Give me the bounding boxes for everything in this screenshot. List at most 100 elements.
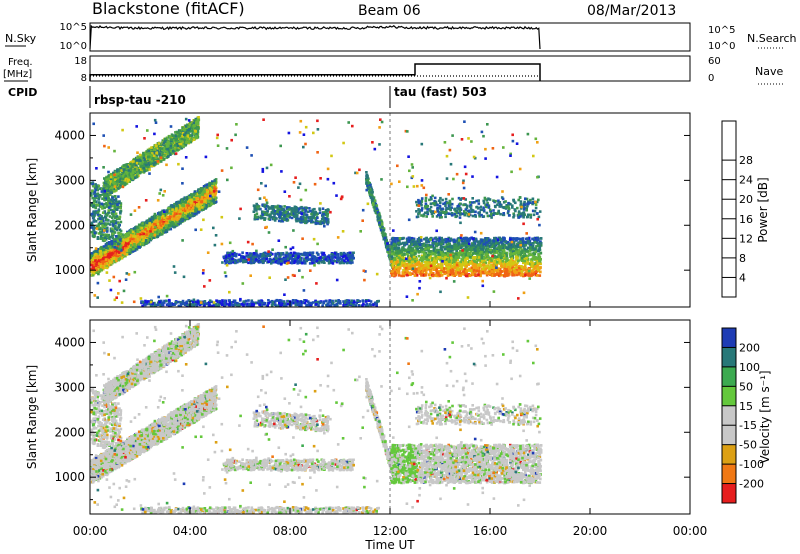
power-echo-cell [159,213,162,216]
power-echo-cell [168,216,171,219]
power-echo-cell [145,239,148,242]
power-echo-cell [103,195,106,198]
power-echo-cell [285,210,288,213]
power-echo-cell [116,229,119,232]
power-echo-cell [189,134,192,137]
freq-tick-right-top: 60 [708,56,721,67]
power-echo-cell [126,172,129,175]
power-echo-cell [111,233,114,236]
power-echo-cell [210,183,213,186]
power-echo-cell [96,204,99,207]
power-echo-cell [168,224,171,227]
power-echo-cell [136,248,139,251]
power-echo-cell [306,220,309,223]
power-echo-cell [118,243,121,246]
power-echo-cell [123,164,126,167]
power-echo-cell [114,231,117,234]
power-echo-cell [126,240,129,243]
power-echo-cell [115,200,118,203]
power-echo-cell [273,212,276,215]
power-echo-cell [196,121,199,124]
power-echo-cell [116,170,119,173]
power-echo-cell [135,238,138,241]
power-echo-cell [282,213,285,216]
power-echo-cell [129,238,132,241]
power-echo-cell [137,243,140,246]
power-echo-cell [281,217,284,220]
noise-strip: 10^5 10^0 10^5 10^0 [60,22,736,52]
power-echo-cell [95,220,98,223]
power-echo-cell [160,233,163,236]
power-echo-cell [302,216,305,219]
power-echo-cell [193,198,196,201]
power-echo-cell [310,213,313,216]
power-echo-cell [132,160,135,163]
power-echo-cell [192,207,195,210]
power-echo-cell [263,211,266,214]
power-echo-cell [205,184,208,187]
power-echo-cell [291,207,294,210]
power-echo-cell [92,272,95,275]
power-echo-cell [141,222,144,225]
power-echo-cell [165,222,168,225]
power-echo-cell [149,222,152,225]
power-echo-cell [90,226,93,229]
power-echo-cell [268,218,271,221]
power-echo-cell [93,235,96,238]
power-echo-cell [179,130,182,133]
power-echo-cell [115,258,118,261]
power-echo-cell [158,226,161,229]
power-echo-cell [166,216,169,219]
power-echo-cell [132,231,135,234]
power-echo-cell [213,186,216,189]
power-echo-cell [90,255,93,258]
power-echo-cell [110,240,113,243]
power-echo-cell [140,165,143,168]
power-echo-cell [111,242,114,245]
power-echo-cell [276,210,279,213]
power-echo-cell [322,207,325,210]
power-echo-cell [184,210,187,213]
power-echo-cell [117,195,120,198]
station-title: Blackstone (fitACF) [92,0,245,18]
power-echo-cell [190,204,193,207]
power-echo-cell [327,221,330,224]
power-echo-cell [177,145,180,148]
power-echo-cell [103,177,106,180]
power-echo-cell [147,156,150,159]
power-echo-cell [166,143,169,146]
power-echo-cell [108,181,111,184]
power-echo-cell [198,208,201,211]
power-echo-cell [110,176,113,179]
power-echo-cell [289,213,292,216]
power-echo-cell [182,145,185,148]
power-echo-cell [93,210,96,213]
power-echo-cell [326,213,329,216]
power-echo-cell [122,178,125,181]
beam-title: Beam 06 [358,3,421,19]
power-echo-cell [126,178,129,181]
power-echo-cell [100,253,103,256]
power-echo-cell [116,203,119,206]
power-echo-cell [129,163,132,166]
power-echo-cell [124,244,127,247]
power-echo-cell [134,235,137,238]
power-echo-cell [201,193,204,196]
power-echo-cell [167,140,170,143]
power-echo-cell [190,202,193,205]
power-echo-cell [99,237,102,240]
power-echo-cell [158,142,161,145]
power-echo-cell [211,194,214,197]
power-echo-cell [95,263,98,266]
power-echo-cell [253,210,256,213]
power-echo-cell [130,244,133,247]
nave-label: Nave [755,65,783,78]
power-echo-cell [105,258,108,261]
power-echo-cell [302,220,305,223]
power-echo-cell [99,217,102,220]
power-echo-cell [107,195,110,198]
power-echo-cell [109,192,112,195]
power-echo-cell [116,180,119,183]
power-echo-cell [110,199,113,202]
